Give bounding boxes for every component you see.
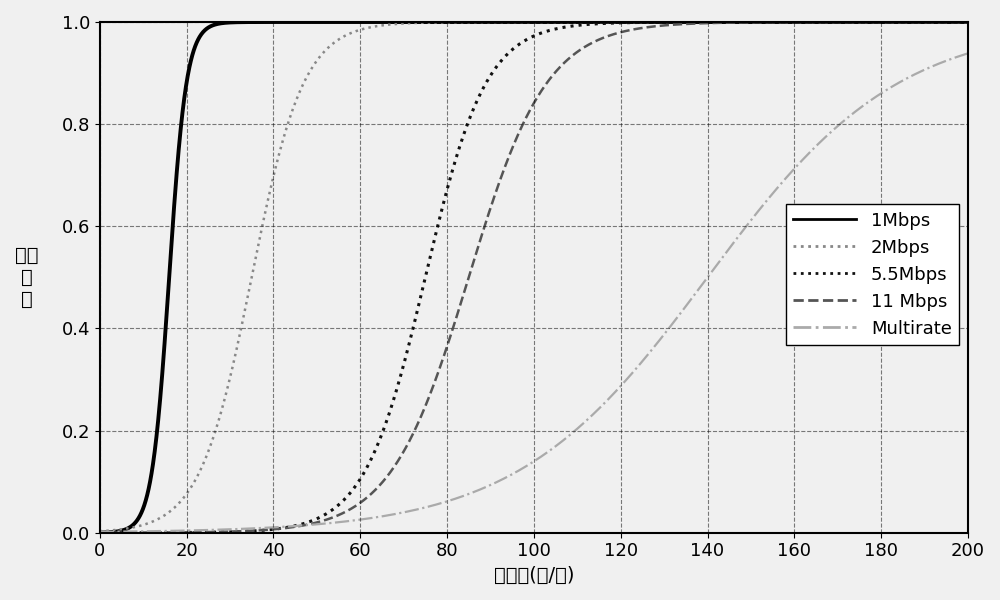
5.5Mbps: [94, 529, 106, 536]
5.5Mbps: [427, 243, 439, 250]
X-axis label: 吞吐量(包/秒): 吞吐量(包/秒): [494, 566, 574, 585]
2Mbps: [193, 470, 205, 477]
Multirate: [94, 528, 106, 535]
5.5Mbps: [962, 19, 974, 26]
11 Mbps: [94, 529, 106, 536]
Multirate: [851, 106, 863, 113]
5.5Mbps: [464, 113, 476, 120]
11 Mbps: [244, 527, 256, 535]
1Mbps: [482, 19, 494, 26]
11 Mbps: [464, 269, 476, 276]
2Mbps: [851, 19, 863, 26]
Line: 11 Mbps: 11 Mbps: [100, 22, 968, 533]
Multirate: [427, 502, 439, 509]
Y-axis label: 累计
分
数: 累计 分 数: [15, 246, 38, 309]
Line: Multirate: Multirate: [100, 53, 968, 532]
Line: 1Mbps: 1Mbps: [100, 22, 968, 533]
Line: 5.5Mbps: 5.5Mbps: [100, 22, 968, 533]
Legend: 1Mbps, 2Mbps, 5.5Mbps, 11 Mbps, Multirate: 1Mbps, 2Mbps, 5.5Mbps, 11 Mbps, Multirat…: [786, 205, 959, 345]
1Mbps: [852, 19, 864, 26]
2Mbps: [427, 19, 439, 26]
2Mbps: [962, 19, 974, 26]
1Mbps: [464, 19, 476, 26]
1Mbps: [945, 19, 957, 26]
1Mbps: [244, 19, 256, 26]
2Mbps: [244, 281, 256, 288]
1Mbps: [427, 19, 439, 26]
2Mbps: [945, 19, 957, 26]
5.5Mbps: [244, 527, 256, 535]
2Mbps: [94, 527, 106, 535]
11 Mbps: [427, 384, 439, 391]
11 Mbps: [851, 19, 863, 26]
11 Mbps: [193, 529, 205, 536]
Multirate: [244, 525, 256, 532]
Multirate: [193, 527, 205, 534]
11 Mbps: [945, 19, 957, 26]
5.5Mbps: [193, 529, 205, 536]
Line: 2Mbps: 2Mbps: [100, 22, 968, 531]
Multirate: [962, 50, 974, 57]
Multirate: [945, 55, 957, 62]
1Mbps: [94, 529, 106, 536]
5.5Mbps: [945, 19, 957, 26]
5.5Mbps: [851, 19, 863, 26]
1Mbps: [962, 19, 974, 26]
11 Mbps: [962, 19, 974, 26]
2Mbps: [464, 19, 476, 26]
1Mbps: [193, 35, 205, 42]
Multirate: [464, 490, 476, 497]
